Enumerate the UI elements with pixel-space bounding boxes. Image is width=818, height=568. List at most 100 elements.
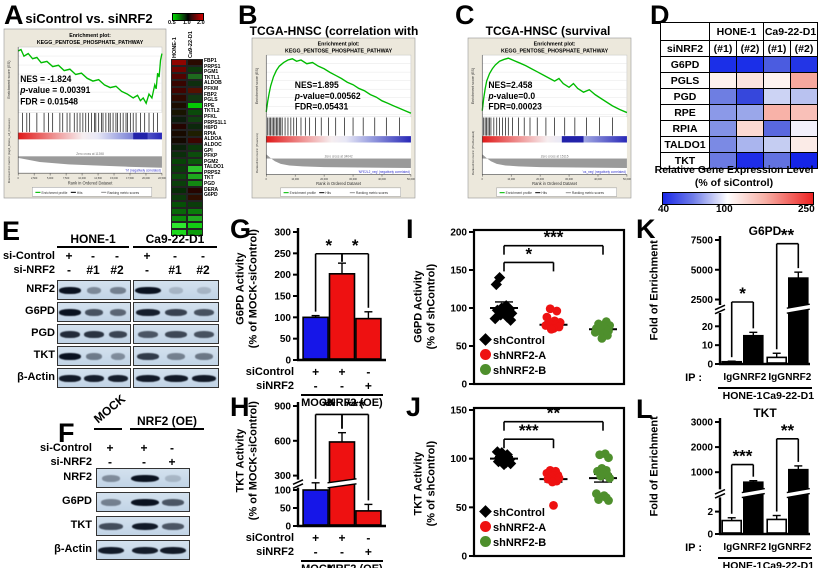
p-value: p-value=0.00562 <box>294 91 361 101</box>
protein-band <box>59 308 81 316</box>
gel-strip <box>57 368 131 388</box>
y-tick-label: 150 <box>274 292 291 303</box>
heatmap-cell <box>187 229 203 237</box>
expression-cell <box>737 105 763 120</box>
data-point <box>597 334 607 343</box>
ranking-metric-shape <box>266 154 411 169</box>
heatmap-cell <box>187 222 203 230</box>
group-label: MOCK <box>301 560 335 568</box>
gene-row-label: TKT <box>661 153 709 168</box>
expression-cell <box>764 121 790 136</box>
heatmap-a-scale-low: 0.5 <box>168 20 176 26</box>
heatmap-cell <box>187 87 203 95</box>
y-tick-label: 2 <box>707 507 713 518</box>
panel-d-scale-250: 250 <box>798 204 815 215</box>
data-point <box>549 500 558 510</box>
blot-target-label: β-Actin <box>17 371 55 383</box>
sign-value: + <box>312 365 320 379</box>
y-axis-label-es: Enrichment score (ES) <box>471 68 475 104</box>
y-axis-title: Fold of Enrichment <box>648 416 661 517</box>
data-point <box>595 450 605 460</box>
sign-value: - <box>313 545 318 559</box>
expression-cell <box>791 105 817 120</box>
sign-value: + <box>364 545 372 559</box>
legend-label: Hits <box>541 191 547 195</box>
gel-strip <box>133 302 219 322</box>
panel-d-label: D <box>650 0 670 30</box>
sign-row-label: si-NRF2 <box>13 264 55 276</box>
expression-cell <box>737 121 763 136</box>
gene-row-label: RPE <box>661 105 709 120</box>
sign-row-label: si-Control <box>40 442 92 454</box>
panel-h-label: H <box>230 392 250 422</box>
ip-antibody: IgG <box>723 542 741 553</box>
protein-band <box>107 374 129 382</box>
sign-value: - <box>366 531 371 545</box>
heatmap-cell <box>171 80 187 88</box>
y-tick-label: 100 <box>274 486 291 497</box>
y-tick-label: 20 <box>702 322 714 333</box>
heatmap-a-scale-high: 2.0 <box>197 20 205 26</box>
sirna-col-header: (#2) <box>791 41 817 56</box>
enrichment-plot-title: Enrichment plot: <box>69 33 111 39</box>
panel-g-label: G <box>230 214 252 244</box>
circle-icon <box>480 536 491 547</box>
expression-cell <box>764 89 790 104</box>
group-label: Ca9-22-D1 <box>762 557 814 568</box>
expression-cell <box>737 89 763 104</box>
expression-cell <box>764 73 790 88</box>
panel-d-scale-40: 40 <box>658 204 670 215</box>
x-tick-label: 30,000 <box>349 177 357 181</box>
sig-stars: ** <box>781 421 795 440</box>
legend-label: Ranking metric scores <box>107 191 139 195</box>
bar-break-gap <box>786 304 811 314</box>
protein-band <box>108 330 128 338</box>
group-underline <box>94 428 122 430</box>
y-tick-label: 50 <box>456 503 468 514</box>
axis-break-slash <box>714 308 726 315</box>
expression-cell <box>764 57 790 72</box>
data-point <box>489 312 501 325</box>
y-tick-label: 200 <box>450 228 467 239</box>
y-tick-label: 7500 <box>691 236 714 247</box>
sign-value: - <box>340 545 344 559</box>
x-tick-label: 12,500 <box>94 176 102 180</box>
bar-break-slash <box>327 483 357 489</box>
enrichment-curve <box>265 58 412 114</box>
y-tick-label: 50 <box>280 504 292 515</box>
blot-target-label: TKT <box>70 519 92 531</box>
gene-label: RPE <box>204 102 215 109</box>
heatmap-cell <box>171 122 187 130</box>
panel-i-label: I <box>406 214 414 244</box>
heatmap-cell <box>171 137 187 145</box>
gseaB-svg: Enrichment plot:KEGG_PENTOSE_PHOSPHATE_P… <box>251 37 415 199</box>
sign-value: + <box>364 379 372 393</box>
bar <box>302 489 329 526</box>
gene-label: PFKP <box>204 153 218 160</box>
heatmap-cell <box>171 94 187 102</box>
y-axis-title: Fold of Enrichment <box>648 240 661 341</box>
heatmap-cell <box>171 172 187 180</box>
gene-label: PGLS <box>204 97 218 104</box>
legend-box <box>496 187 617 197</box>
cell-line-header: HONE-1 <box>710 23 763 40</box>
p-value: p-value = 0.00391 <box>19 85 90 96</box>
sign-value: - <box>340 379 344 393</box>
data-point <box>594 495 603 504</box>
x-tick-label: 0 <box>17 176 19 180</box>
enrichment-plot-title: Enrichment plot: <box>318 41 360 47</box>
ip-antibody: NRF2 <box>740 372 767 383</box>
gene-row-label: PGD <box>661 89 709 104</box>
y-tick-label: 10 <box>702 341 714 352</box>
y-axis-label-rank: Ranked list metric (log2_Ratio_of_Classe… <box>7 118 11 183</box>
sig-stars: *** <box>345 396 365 415</box>
bar-break-slash <box>327 478 357 484</box>
ip-antibody: NRF2 <box>785 372 812 383</box>
caption-line2: (% of siControl) <box>694 177 774 190</box>
gradient-dark-segment <box>561 136 584 143</box>
legend-label: Hits <box>77 191 83 195</box>
panel-d-scale-100: 100 <box>716 204 733 215</box>
gel-strip <box>96 540 190 560</box>
